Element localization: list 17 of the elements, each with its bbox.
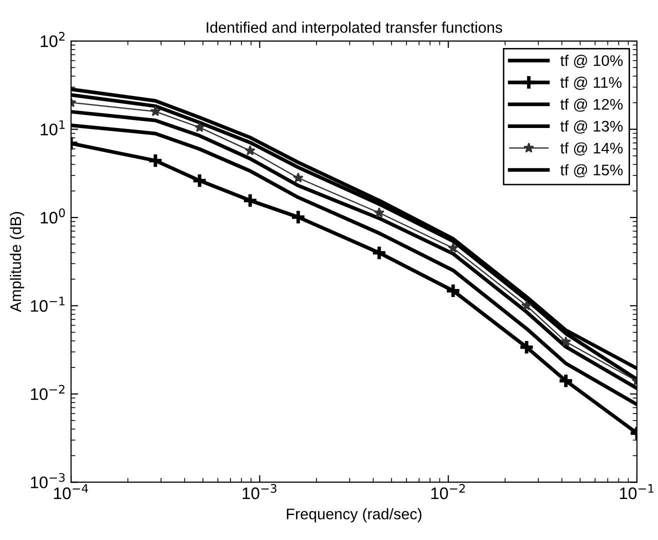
y-tick-label: 10$^{−1}$ (30, 296, 65, 312)
legend-label: tf @ 14% (560, 142, 623, 156)
x-axis-title: Frequency (rad/sec) (286, 508, 422, 522)
x-tick-label: 10$^{−1}$ (620, 484, 654, 500)
y-tick-label: 10$^{−2}$ (30, 384, 64, 400)
x-tick-label: 10$^{−3}$ (242, 484, 276, 500)
y-axis-title: Amplitude (dB) (10, 212, 24, 312)
legend-label: tf @ 11% (560, 76, 622, 90)
legend-label: tf @ 10% (560, 54, 623, 68)
x-tick-label: 10$^{−2}$ (431, 484, 465, 500)
legend-label: tf @ 13% (560, 120, 623, 134)
y-tick-label: 10$^{1}$ (40, 120, 65, 136)
legend-label: tf @ 12% (560, 98, 623, 112)
y-tick-label: 10$^{0}$ (40, 208, 65, 224)
y-tick-label: 10$^{2}$ (40, 32, 64, 48)
legend-label: tf @ 15% (560, 164, 623, 178)
chart-title: Identified and interpolated transfer functions (206, 22, 502, 36)
